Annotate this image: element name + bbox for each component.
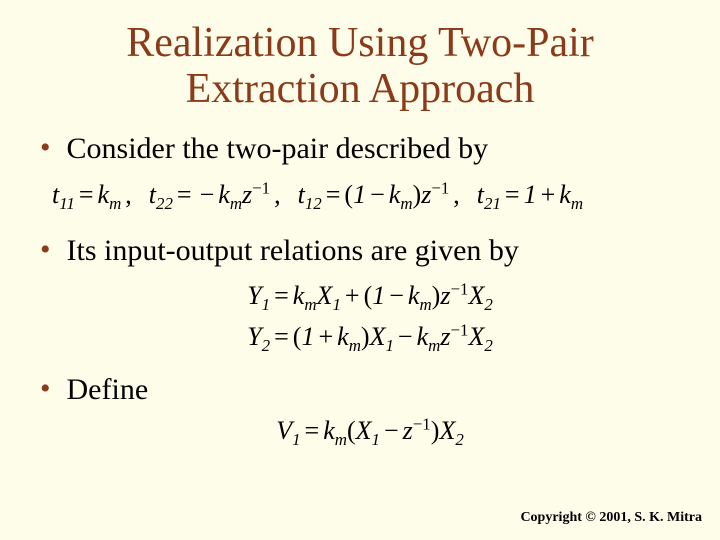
equation-tparams: t11=km, t22=−kmz−1, t12=(1−km)z−1, t21=1… — [52, 178, 700, 214]
bullet-dot-icon: • — [40, 232, 51, 268]
equation-define: V1=km(X1−z−1)X2 — [40, 414, 700, 450]
bullet-item: • Consider the two-pair described by — [40, 130, 700, 168]
title-line-2: Extraction Approach — [186, 66, 535, 112]
bullet-list: • Consider the two-pair described by t11… — [40, 130, 700, 450]
bullet-item: • Define — [40, 371, 700, 409]
bullet-text: Define — [67, 371, 149, 409]
eq-text: Y1=kmX1+(1−km)z−1X2 — [247, 281, 493, 310]
eq-text: V1=km(X1−z−1)X2 — [276, 416, 464, 445]
equation-io: Y1=kmX1+(1−km)z−1X2 Y2=(1+km)X1−kmz−1X2 — [40, 277, 700, 358]
bullet-dot-icon: • — [40, 130, 51, 166]
eq-text: t11=km, t22=−kmz−1, t12=(1−km)z−1, t21=1… — [52, 180, 583, 209]
bullet-item: • Its input-output relations are given b… — [40, 232, 700, 270]
copyright-notice: Copyright © 2001, S. K. Mitra — [520, 510, 702, 526]
bullet-text: Consider the two-pair described by — [67, 130, 489, 168]
bullet-text: Its input-output relations are given by — [67, 232, 519, 270]
eq-text: Y2=(1+km)X1−kmz−1X2 — [247, 322, 493, 351]
title-line-1: Realization Using Two-Pair — [126, 20, 594, 66]
bullet-dot-icon: • — [40, 371, 51, 407]
slide-title: Realization Using Two-Pair Extraction Ap… — [0, 0, 720, 130]
